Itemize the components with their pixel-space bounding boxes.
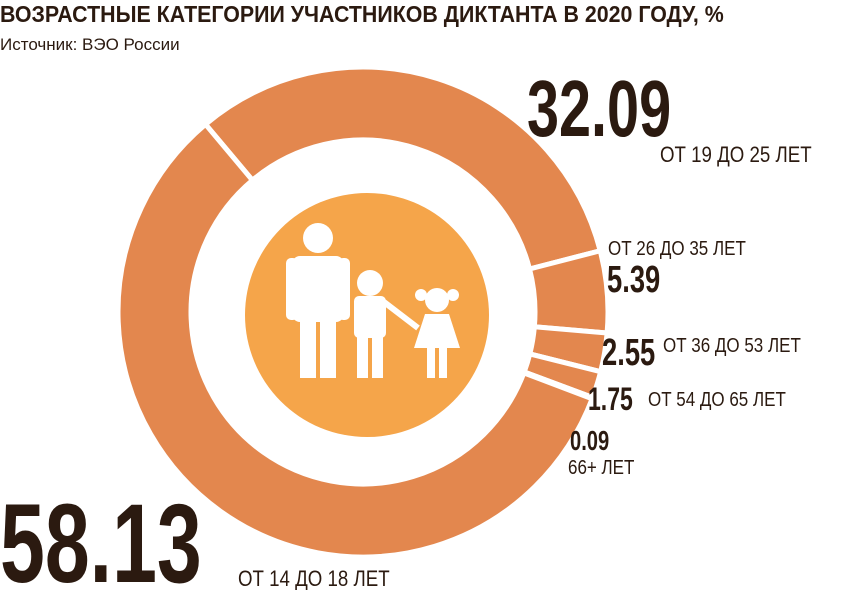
chart-title: ВОЗРАСТНЫЕ КАТЕГОРИИ УЧАСТНИКОВ ДИКТАНТА…: [0, 1, 724, 27]
family-icon: [286, 223, 460, 378]
category-label: ОТ 19 ДО 25 ЛЕТ: [660, 144, 812, 168]
category-label: ОТ 14 ДО 18 ЛЕТ: [238, 568, 390, 590]
value-label: 32.09: [527, 64, 671, 154]
value-label: 5.39: [607, 259, 660, 301]
chart-subtitle: Источник: ВЭО России: [0, 35, 180, 54]
category-label: 66+ ЛЕТ: [568, 456, 634, 479]
value-label: 58.13: [0, 481, 202, 590]
category-label: ОТ 36 ДО 53 ЛЕТ: [663, 334, 801, 357]
value-label: 1.75: [588, 381, 633, 417]
donut-segment: [115, 120, 596, 560]
category-label: ОТ 54 ДО 65 ЛЕТ: [648, 388, 786, 411]
value-label: 2.55: [602, 332, 655, 374]
value-label: 0.09: [570, 426, 609, 457]
donut-segment: [201, 64, 604, 273]
category-label: ОТ 26 ДО 35 ЛЕТ: [608, 237, 746, 260]
